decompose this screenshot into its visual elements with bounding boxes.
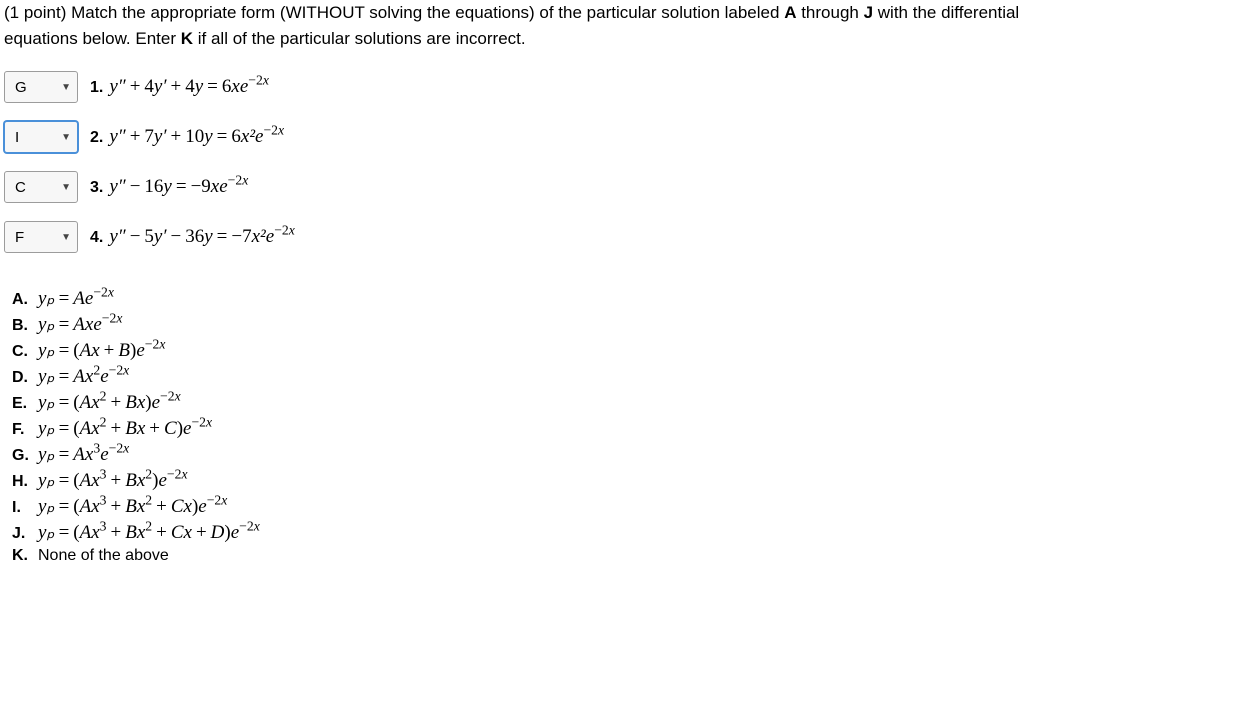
option-g-letter: G.	[12, 447, 32, 465]
option-e: E. yₚ=(Ax2+Bx)e−2x	[12, 391, 1253, 414]
options-list: A. yₚ=Ae−2x B. yₚ=Axe−2x C. yₚ=(Ax+B)e−2…	[12, 287, 1253, 565]
answer-select-1-value: G	[15, 79, 27, 96]
equation-4-number: 4.	[90, 229, 103, 247]
option-a: A. yₚ=Ae−2x	[12, 287, 1253, 310]
chevron-down-icon: ▼	[61, 82, 71, 93]
chevron-down-icon: ▼	[61, 132, 71, 143]
option-j: J. yₚ=(Ax3+Bx2+Cx+D)e−2x	[12, 521, 1253, 544]
option-k: K. None of the above	[12, 547, 1253, 565]
equation-row-3: C ▼ 3. y″−16y=−9xe−2x	[4, 171, 1253, 203]
option-c-letter: C.	[12, 343, 32, 361]
intro-label-a: A	[784, 3, 796, 22]
option-e-letter: E.	[12, 395, 32, 413]
option-g: G. yₚ=Ax3e−2x	[12, 443, 1253, 466]
option-h-letter: H.	[12, 473, 32, 491]
answer-select-2[interactable]: I ▼	[4, 121, 78, 153]
option-d-letter: D.	[12, 369, 32, 387]
answer-select-1[interactable]: G ▼	[4, 71, 78, 103]
equation-1-number: 1.	[90, 79, 103, 97]
answer-select-4-value: F	[15, 229, 24, 246]
option-d: D. yₚ=Ax2e−2x	[12, 365, 1253, 388]
option-i: I. yₚ=(Ax3+Bx2+Cx)e−2x	[12, 495, 1253, 518]
intro-text-2b: if all of the particular solutions are i…	[193, 29, 526, 48]
option-b: B. yₚ=Axe−2x	[12, 313, 1253, 336]
equation-2: 2. y″+7y′+10y=6x²e−2x	[90, 126, 284, 148]
intro-label-j: J	[864, 3, 873, 22]
intro-through: through	[796, 3, 863, 22]
answer-select-4[interactable]: F ▼	[4, 221, 78, 253]
equation-row-1: G ▼ 1. y″+4y′+4y=6xe−2x	[4, 71, 1253, 103]
equation-row-4: F ▼ 4. y″−5y′−36y=−7x²e−2x	[4, 221, 1253, 253]
option-f-letter: F.	[12, 421, 32, 439]
intro-text-1: (1 point) Match the appropriate form (WI…	[4, 3, 784, 22]
equation-3-number: 3.	[90, 179, 103, 197]
problem-intro: (1 point) Match the appropriate form (WI…	[4, 0, 1253, 51]
option-a-letter: A.	[12, 291, 32, 309]
equation-2-number: 2.	[90, 129, 103, 147]
option-b-letter: B.	[12, 317, 32, 335]
option-i-letter: I.	[12, 499, 32, 517]
option-k-text: None of the above	[38, 547, 169, 565]
answer-select-2-value: I	[15, 129, 19, 146]
answer-select-3[interactable]: C ▼	[4, 171, 78, 203]
answer-select-3-value: C	[15, 179, 26, 196]
intro-text-1b: with the differential	[873, 3, 1019, 22]
option-j-letter: J.	[12, 525, 32, 543]
chevron-down-icon: ▼	[61, 232, 71, 243]
equation-row-2: I ▼ 2. y″+7y′+10y=6x²e−2x	[4, 121, 1253, 153]
equation-1: 1. y″+4y′+4y=6xe−2x	[90, 76, 269, 98]
option-c: C. yₚ=(Ax+B)e−2x	[12, 339, 1253, 362]
option-k-letter: K.	[12, 547, 32, 565]
option-f: F. yₚ=(Ax2+Bx+C)e−2x	[12, 417, 1253, 440]
equation-3: 3. y″−16y=−9xe−2x	[90, 176, 248, 198]
intro-label-k: K	[181, 29, 193, 48]
option-h: H. yₚ=(Ax3+Bx2)e−2x	[12, 469, 1253, 492]
equation-4: 4. y″−5y′−36y=−7x²e−2x	[90, 226, 295, 248]
intro-text-2a: equations below. Enter	[4, 29, 181, 48]
chevron-down-icon: ▼	[61, 182, 71, 193]
